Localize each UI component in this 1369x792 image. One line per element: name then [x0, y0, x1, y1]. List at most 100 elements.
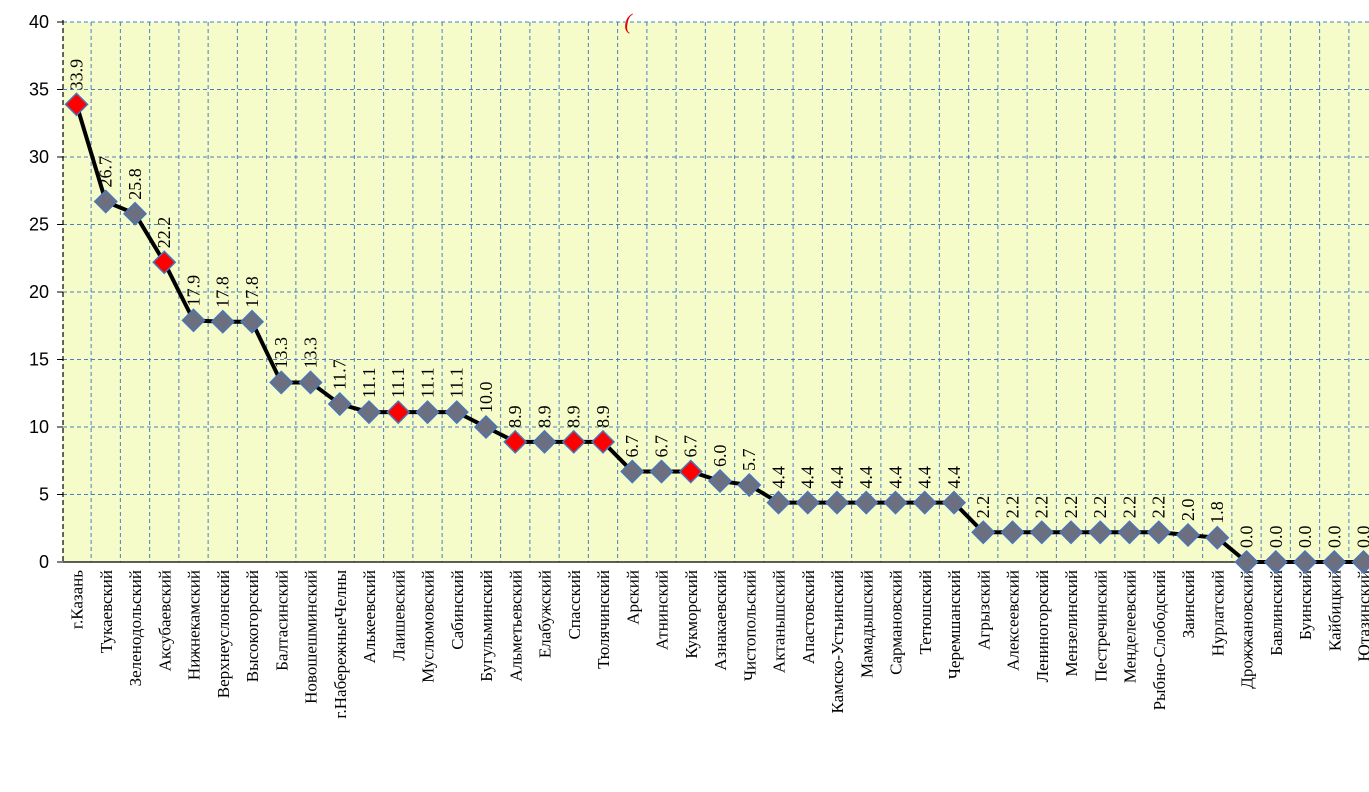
x-axis: г.Казань Тукаевский Зеленодольский Аксубаев… [63, 562, 1369, 719]
data-label: 11.1 [359, 367, 379, 398]
data-label: 25.8 [125, 168, 145, 200]
data-label: 0.0 [1237, 526, 1257, 549]
x-tick-label: Тетюшский [916, 570, 935, 655]
data-label: 4.4 [915, 466, 935, 489]
x-tick-label: Черемшанский [945, 570, 964, 679]
x-tick-label: Елабужский [536, 570, 555, 658]
x-tick-label: Чистопольский [740, 570, 759, 681]
data-label: 2.2 [1032, 496, 1052, 519]
y-tick-label: 25 [29, 215, 49, 235]
data-label: 2.2 [1149, 496, 1169, 519]
data-label: 0.0 [1354, 526, 1369, 549]
y-tick-label: 30 [29, 147, 49, 167]
data-label: 11.1 [388, 367, 408, 398]
x-tick-label: Камско-Устьинский [828, 570, 847, 713]
x-tick-label: Нурлатский [1208, 570, 1227, 656]
x-tick-label: Пестречинский [1091, 570, 1110, 682]
x-tick-label: Арский [623, 570, 642, 625]
y-tick-label: 35 [29, 80, 49, 100]
x-tick-label: Дрожжановский [1238, 570, 1257, 689]
data-label: 6.7 [622, 435, 642, 458]
y-tick-label: 5 [39, 485, 49, 505]
x-tick-label: Нижнекамский [185, 570, 204, 680]
data-label: 0.0 [1295, 526, 1315, 549]
data-label: 11.1 [447, 367, 467, 398]
x-tick-label: Бугульминский [477, 570, 496, 682]
data-label: 2.2 [1061, 496, 1081, 519]
x-tick-label: Алексеевский [1004, 570, 1023, 671]
x-tick-label: Верхнеуслонский [214, 570, 233, 698]
y-tick-label: 20 [29, 282, 49, 302]
data-label: 4.4 [827, 466, 847, 489]
x-tick-label: Тюлячинский [594, 570, 613, 669]
x-tick-label: Кайбицкий [1325, 570, 1344, 651]
data-label: 8.9 [535, 405, 555, 428]
data-label: 1.8 [1207, 501, 1227, 524]
data-label: 8.9 [593, 405, 613, 428]
x-tick-label: Альметьевский [506, 570, 525, 681]
data-label: 5.7 [739, 449, 759, 472]
data-label: 2.2 [973, 496, 993, 519]
x-tick-label: Актанышский [770, 570, 789, 673]
x-tick-label: Балтасинский [272, 570, 291, 671]
x-tick-label: г.Казань [68, 570, 87, 629]
x-tick-label: Менделеевский [1121, 570, 1140, 683]
x-tick-label: Буинский [1296, 570, 1315, 640]
x-tick-label: Апастовский [799, 570, 818, 664]
data-label: 2.2 [1090, 496, 1110, 519]
x-tick-label: Сабинский [448, 570, 467, 650]
data-label: 26.7 [96, 156, 116, 188]
x-tick-label: Зеленодольский [126, 570, 145, 686]
x-tick-label: Рыбно-Слободский [1150, 570, 1169, 710]
data-label: 17.8 [213, 276, 233, 308]
data-label: 2.2 [1120, 496, 1140, 519]
data-label: 4.4 [769, 466, 789, 489]
x-tick-label: Муслюмовский [419, 570, 438, 683]
data-label: 17.8 [242, 276, 262, 308]
data-label: 4.4 [798, 466, 818, 489]
data-label: 33.9 [67, 59, 87, 91]
data-label: 0.0 [1266, 526, 1286, 549]
y-tick-label: 0 [39, 552, 49, 572]
x-tick-label: Кукморский [682, 570, 701, 659]
y-tick-label: 40 [29, 12, 49, 32]
x-tick-label: Спасский [565, 570, 584, 640]
data-label: 4.4 [856, 466, 876, 489]
x-tick-label: Мамадышский [857, 570, 876, 678]
x-tick-label: Атнинский [653, 570, 672, 650]
x-tick-label: Тукаевский [97, 570, 116, 653]
data-label: 6.7 [652, 435, 672, 458]
data-label: 0.0 [1324, 526, 1344, 549]
y-tick-label: 15 [29, 350, 49, 370]
data-label: 8.9 [505, 405, 525, 428]
data-label: 11.7 [330, 359, 350, 390]
x-tick-label: Мензелинский [1062, 570, 1081, 676]
x-tick-label: Сармановский [887, 570, 906, 675]
x-tick-label: Заинский [1179, 570, 1198, 638]
x-tick-label: Высокогорский [243, 570, 262, 682]
data-label: 8.9 [564, 405, 584, 428]
x-tick-label: Агрызский [974, 570, 993, 650]
data-label: 13.3 [301, 337, 321, 369]
data-label: 22.2 [154, 217, 174, 249]
data-label: 11.1 [418, 367, 438, 398]
data-label: 2.2 [1003, 496, 1023, 519]
data-label: 13.3 [271, 337, 291, 369]
y-tick-label: 10 [29, 417, 49, 437]
x-tick-label: Бавлинский [1267, 570, 1286, 656]
x-tick-label: Аксубаевский [155, 570, 174, 671]
x-tick-label: Ютазинский [1355, 570, 1369, 662]
data-label: 17.9 [184, 275, 204, 307]
x-tick-label: Алькеевский [360, 570, 379, 663]
data-label: 2.0 [1178, 499, 1198, 522]
x-tick-label: г.НабережныеЧелны [331, 569, 350, 718]
y-axis: 0 5 10 15 20 25 30 35 40 [29, 12, 63, 572]
data-label: 6.7 [681, 435, 701, 458]
data-label: 6.0 [710, 445, 730, 468]
x-tick-label: Лениногорский [1033, 570, 1052, 682]
data-label: 4.4 [886, 466, 906, 489]
data-label: 10.0 [476, 382, 496, 414]
x-tick-label: Лаишевский [389, 570, 408, 661]
data-label: 4.4 [944, 466, 964, 489]
